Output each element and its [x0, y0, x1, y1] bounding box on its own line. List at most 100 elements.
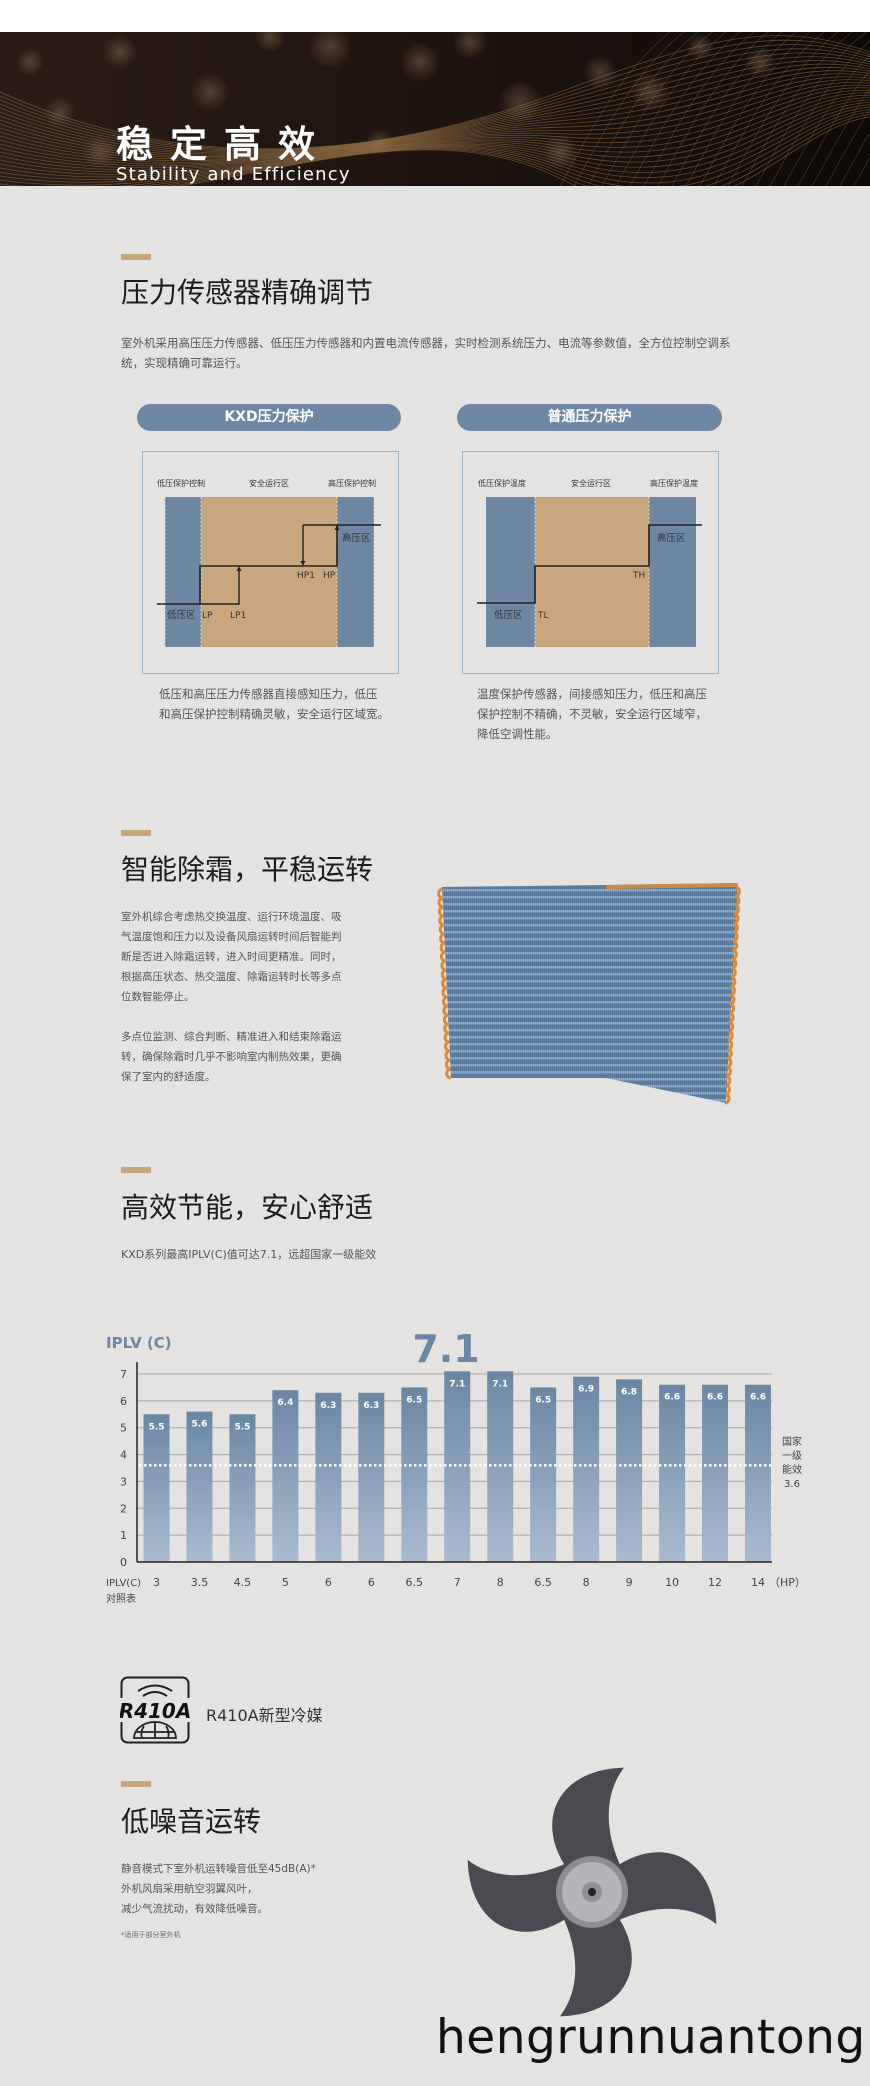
label-safe-zone: 安全运行区 — [571, 478, 611, 488]
bar — [659, 1384, 686, 1562]
bar-value-label: 7.1 — [449, 1379, 465, 1389]
label-high-zone: 高压区 — [342, 532, 371, 544]
y-tick-label: 6 — [120, 1395, 127, 1408]
banner-subtitle: Stability and Efficiency — [116, 164, 351, 185]
y-tick-label: 0 — [120, 1556, 127, 1569]
pressure-description-line: 室外机采用高压压力传感器、低压压力传感器和内置电流传感器，实时检测系统压力、电流… — [121, 336, 731, 350]
fan-blade — [552, 1767, 626, 1876]
r410a-logo-text: R410A — [120, 1699, 190, 1723]
noise-description-line: 减少气流扰动，有效降低噪音。 — [121, 1903, 268, 1915]
x-tick-label: 8 — [583, 1576, 590, 1589]
arrow-up-icon — [334, 525, 340, 530]
normal-caption-line: 温度保护传感器，间接感知压力，低压和高压 — [477, 687, 707, 701]
section-accent-bar — [121, 830, 151, 836]
bar — [530, 1387, 557, 1562]
label-lp1: LP1 — [230, 611, 246, 621]
section-accent-bar — [121, 1781, 151, 1787]
defrost-description-line: 保了室内的舒适度。 — [121, 1071, 216, 1083]
section-title-pressure: 压力传感器精确调节 — [121, 276, 374, 309]
section-accent-bar — [121, 1167, 151, 1173]
label-low-protection: 低压保护控制 — [157, 478, 205, 488]
bar — [315, 1392, 342, 1562]
reference-label: 3.6 — [784, 1479, 800, 1490]
bar-value-label: 6.6 — [707, 1393, 723, 1403]
kxd-protection-pill: KXD压力保护 — [137, 404, 401, 431]
bar-value-label: 5.5 — [234, 1422, 250, 1432]
x-tick-label: 6.5 — [534, 1576, 552, 1589]
noise-footnote: *适用于部分室外机 — [121, 1931, 181, 1939]
safe-zone — [201, 497, 337, 647]
protection-diagrams: 低压保护控制 安全运行区 高压保护控制 低压区 LP LP1 HP1 HP 高压… — [157, 478, 702, 647]
y-tick-label: 5 — [120, 1422, 127, 1435]
fan-blade — [608, 1852, 717, 1926]
y-tick-label: 4 — [120, 1449, 127, 1462]
section-title-efficiency: 高效节能，安心舒适 — [121, 1191, 374, 1224]
x-tick-label: 3.5 — [191, 1576, 209, 1589]
iplv-bar-chart: IPLV (C) 7.1012345675.535.63.55.54.56.456… — [106, 1327, 806, 1605]
kxd-caption-line: 和高压保护控制精确灵敏，安全运行区域宽。 — [159, 707, 389, 721]
arrow-down-icon — [300, 561, 306, 566]
watermark-text: hengrunnuantong. — [436, 2010, 870, 2065]
high-pressure-zone — [649, 497, 696, 647]
chart-title: IPLV (C) — [106, 1334, 172, 1352]
reference-label: 国家 — [782, 1435, 802, 1448]
safe-zone — [535, 497, 649, 647]
top-margin — [0, 0, 870, 32]
x-axis-label: IPLV(C) — [106, 1578, 141, 1589]
step-curve — [477, 524, 702, 604]
x-tick-label: 8 — [497, 1576, 504, 1589]
x-tick-label: 10 — [665, 1576, 679, 1589]
label-low-zone: 低压区 — [494, 609, 523, 621]
kxd-diagram-frame — [142, 451, 399, 674]
x-tick-label: 6 — [325, 1576, 332, 1589]
normal-diagram-frame — [462, 451, 719, 674]
bar-value-label: 7.1 — [492, 1379, 508, 1389]
section-title-noise: 低噪音运转 — [121, 1805, 262, 1838]
x-tick-label: 6 — [368, 1576, 375, 1589]
bar — [745, 1384, 771, 1562]
bar-value-label: 6.6 — [750, 1393, 766, 1403]
x-tick-label: 7 — [454, 1576, 461, 1589]
chart-highlight-value: 7.1 — [412, 1327, 479, 1371]
low-pressure-zone — [486, 497, 535, 647]
bar-value-label: 6.5 — [535, 1395, 551, 1405]
label-high-zone: 高压区 — [657, 532, 686, 544]
x-tick-label: 14 — [751, 1576, 765, 1589]
y-tick-label: 7 — [120, 1368, 127, 1381]
bar — [401, 1387, 428, 1562]
label-hp: HP — [323, 571, 336, 581]
bar-value-label: 6.9 — [578, 1385, 594, 1395]
fan-blade-image — [467, 1767, 717, 2017]
r410a-logo: R410A — [120, 1676, 190, 1744]
normal-diagram: 低压保护温度 安全运行区 高压保护温度 低压区 TL TH 高压区 — [477, 478, 702, 647]
label-hp1: HP1 — [297, 571, 315, 581]
high-pressure-zone — [337, 497, 374, 647]
defrost-description-line: 位数智能停止。 — [121, 991, 195, 1003]
label-low-protection: 低压保护温度 — [478, 478, 526, 488]
x-axis-label: 对照表 — [106, 1592, 136, 1605]
bar — [358, 1392, 385, 1562]
bar-value-label: 6.8 — [621, 1387, 637, 1397]
banner-title: 稳定高效 — [116, 123, 332, 166]
reference-label: 一级 — [782, 1450, 802, 1462]
section-title-defrost: 智能除霜，平稳运转 — [121, 853, 374, 886]
bar-value-label: 6.6 — [664, 1393, 680, 1403]
x-tick-label: 6.5 — [406, 1576, 424, 1589]
bar-value-label: 6.4 — [277, 1398, 293, 1408]
low-pressure-zone — [165, 497, 201, 647]
pressure-description-line: 统，实现精确可靠运行。 — [121, 356, 248, 370]
label-tl: TL — [537, 611, 549, 621]
label-safe-zone: 安全运行区 — [249, 478, 289, 488]
kxd-caption-line: 低压和高压压力传感器直接感知压力，低压 — [159, 687, 378, 701]
defrost-description-line: 气温度饱和压力以及设备风扇运转时间后智能判 — [121, 931, 342, 943]
x-tick-label: 9 — [626, 1576, 633, 1589]
y-tick-label: 3 — [120, 1475, 127, 1488]
label-low-zone: 低压区 — [167, 609, 196, 621]
x-tick-label: 12 — [708, 1576, 722, 1589]
x-tick-label: 4.5 — [234, 1576, 252, 1589]
normal-protection-pill: 普通压力保护 — [457, 404, 722, 431]
reference-label: 能效 — [782, 1463, 802, 1476]
refrigerant-label: R410A新型冷媒 — [206, 1706, 323, 1725]
bar-value-label: 6.5 — [406, 1395, 422, 1405]
